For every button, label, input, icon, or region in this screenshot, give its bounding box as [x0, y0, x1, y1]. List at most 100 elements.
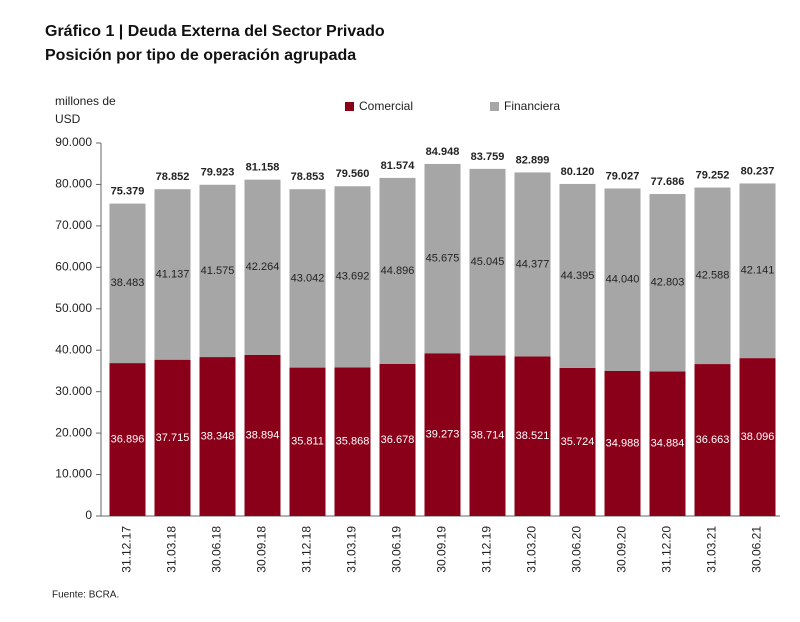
value-label: 38.521 [516, 430, 550, 442]
value-label: 34.988 [606, 437, 640, 449]
bar-segment [109, 363, 146, 516]
y-tick-label: 0 [85, 508, 92, 522]
y-axis-label: millones de USD [55, 94, 116, 126]
x-tick-label: 30.09.19 [435, 526, 449, 573]
x-tick-label: 31.03.21 [705, 526, 719, 573]
bar-segment [199, 357, 236, 516]
bar-segment [469, 168, 506, 356]
bar-segment [289, 189, 326, 368]
bar-segment [289, 367, 326, 516]
value-label: 44.040 [606, 274, 640, 286]
bar-segment [559, 367, 596, 516]
total-label: 80.120 [561, 166, 595, 178]
value-label: 36.663 [696, 434, 730, 446]
value-label: 38.894 [246, 429, 280, 441]
bar-segment [649, 194, 686, 372]
bar-segment [739, 358, 776, 516]
legend-label: Financiera [504, 99, 560, 113]
total-label: 78.852 [156, 171, 190, 183]
value-label: 37.715 [156, 432, 190, 444]
total-label: 78.853 [291, 171, 325, 183]
y-tick-label: 70.000 [55, 218, 92, 232]
value-label: 43.042 [291, 272, 325, 284]
x-tick-label: 30.06.19 [390, 526, 404, 573]
total-label: 84.948 [426, 146, 460, 158]
bar-segment [604, 188, 641, 371]
x-tick-label: 31.12.17 [120, 526, 134, 573]
bar-segment [559, 183, 596, 368]
total-label: 83.759 [471, 151, 505, 163]
value-label: 42.264 [246, 261, 280, 273]
bar-segment [379, 177, 416, 364]
bar-segment [649, 371, 686, 516]
bar-segment [154, 189, 191, 360]
y-tick-label: 50.000 [55, 301, 92, 315]
value-label: 42.588 [696, 270, 730, 282]
total-label: 81.574 [381, 160, 416, 172]
bar-segment [604, 370, 641, 516]
value-label: 38.348 [201, 430, 235, 442]
value-label: 35.811 [291, 436, 324, 448]
value-label: 44.377 [516, 258, 550, 270]
chart-subtitle: Posición por tipo de operación agrupada [45, 47, 356, 64]
bar-segment [694, 187, 731, 365]
bar-segment [334, 367, 371, 516]
bar-segment [469, 355, 506, 516]
value-label: 34.884 [651, 438, 685, 450]
x-tick-label: 30.06.21 [750, 526, 764, 573]
total-label: 79.560 [336, 168, 370, 180]
value-label: 35.724 [561, 436, 595, 448]
value-label: 41.137 [156, 268, 190, 280]
x-tick-label: 31.12.20 [660, 526, 674, 573]
bar-segment [739, 183, 776, 359]
total-label: 80.237 [741, 165, 775, 177]
y-tick-label: 20.000 [55, 425, 92, 439]
bar-segment [154, 359, 191, 516]
bar-segment [244, 354, 281, 516]
bar-segment [424, 163, 461, 354]
value-label: 43.692 [336, 271, 370, 283]
y-tick-label: 90.000 [55, 135, 92, 149]
x-tick-label: 31.03.18 [165, 526, 179, 573]
x-tick-label: 31.03.19 [345, 526, 359, 573]
x-tick-label: 30.06.20 [570, 526, 584, 573]
total-label: 79.252 [696, 169, 730, 181]
bar-segment [109, 203, 146, 364]
total-label: 75.379 [111, 186, 145, 198]
x-tick-label: 31.03.20 [525, 526, 539, 573]
value-label: 38.714 [471, 430, 505, 442]
bar-segment [334, 186, 371, 368]
source: Fuente: BCRA. [52, 590, 119, 601]
total-label: 81.158 [246, 162, 280, 174]
chart-title: Gráfico 1 | Deuda Externa del Sector Pri… [45, 23, 385, 40]
bar-segment [244, 179, 281, 355]
value-label: 36.678 [381, 434, 415, 446]
value-label: 38.096 [741, 431, 775, 443]
legend-swatch [490, 102, 499, 111]
total-label: 79.923 [201, 167, 235, 179]
value-label: 39.273 [426, 429, 460, 441]
value-label: 44.395 [561, 270, 595, 282]
x-tick-label: 30.06.18 [210, 526, 224, 573]
bar-segment [379, 363, 416, 516]
y-tick-label: 40.000 [55, 342, 92, 356]
legend-swatch [345, 102, 354, 111]
y-tick-label: 10.000 [55, 467, 92, 481]
bar-segment [514, 172, 551, 357]
value-label: 42.141 [741, 265, 775, 277]
x-tick-label: 30.09.20 [615, 526, 629, 573]
value-label: 38.483 [111, 277, 145, 289]
value-label: 45.675 [426, 252, 460, 264]
legend-label: Comercial [359, 99, 413, 113]
x-tick-label: 31.12.19 [480, 526, 494, 573]
bar-segment [424, 353, 461, 516]
total-label: 79.027 [606, 170, 640, 182]
total-label: 77.686 [651, 176, 685, 188]
value-label: 44.896 [381, 265, 415, 277]
x-tick-label: 31.12.18 [300, 526, 314, 573]
bar-segment [694, 364, 731, 516]
value-label: 42.803 [651, 277, 685, 289]
x-tick-label: 30.09.18 [255, 526, 269, 573]
value-label: 36.896 [111, 433, 145, 445]
bar-segment [199, 184, 236, 358]
